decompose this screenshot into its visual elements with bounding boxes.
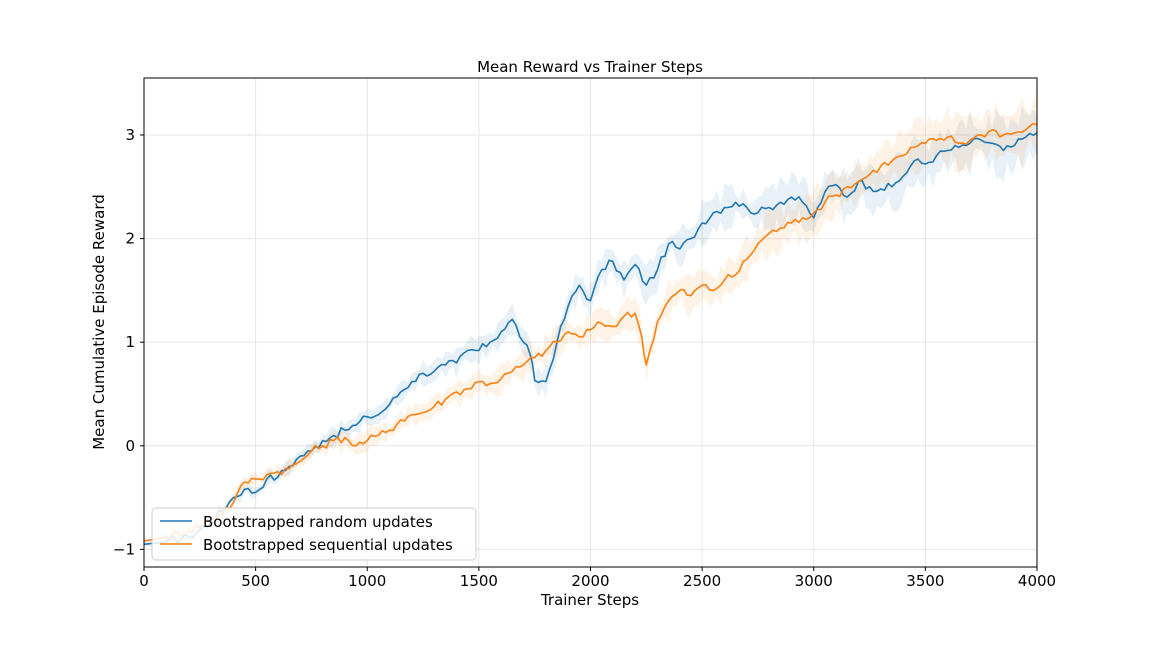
legend-label-random: Bootstrapped random updates: [203, 513, 433, 531]
series-lines: [143, 122, 1038, 545]
x-tick-label: 3000: [795, 572, 833, 590]
y-axis-label: Mean Cumulative Episode Reward: [90, 194, 108, 450]
x-tick-label: 500: [241, 572, 270, 590]
y-tick-label: 2: [125, 230, 135, 248]
x-axis-label: Trainer Steps: [540, 591, 639, 609]
y-tick-label: 1: [125, 333, 135, 351]
x-tick-label: 4000: [1018, 572, 1056, 590]
x-tick-label: 2500: [683, 572, 721, 590]
x-tick-label: 2000: [571, 572, 609, 590]
y-tick-label: 3: [125, 126, 135, 144]
x-tick-label: 1500: [460, 572, 498, 590]
chart-title: Mean Reward vs Trainer Steps: [477, 58, 703, 76]
series-line-1: [143, 122, 1038, 542]
y-tick-label: 0: [125, 437, 135, 455]
legend-box: [151, 507, 477, 561]
legend: Bootstrapped random updates Bootstrapped…: [151, 507, 477, 561]
x-tick-label: 0: [139, 572, 149, 590]
y-tick-label: −1: [113, 540, 135, 558]
x-tick-label: 1000: [348, 572, 386, 590]
legend-label-sequential: Bootstrapped sequential updates: [203, 536, 453, 554]
x-tick-label: 3500: [906, 572, 944, 590]
confidence-band-1: [144, 90, 1037, 544]
